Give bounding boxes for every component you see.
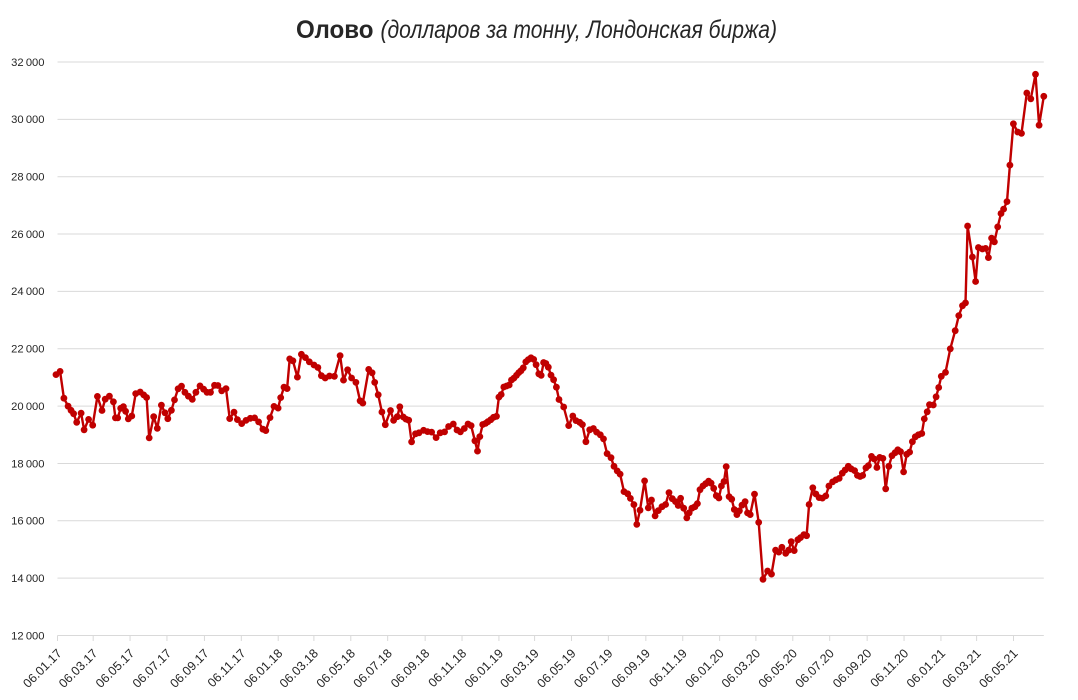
svg-text:12 000: 12 000	[11, 630, 44, 642]
svg-text:06.05.18: 06.05.18	[314, 646, 358, 690]
svg-text:06.05.21: 06.05.21	[976, 646, 1020, 690]
svg-text:06.09.20: 06.09.20	[830, 646, 874, 690]
svg-text:06.11.19: 06.11.19	[646, 646, 690, 690]
svg-text:06.07.19: 06.07.19	[571, 646, 615, 690]
svg-text:28 000: 28 000	[11, 172, 44, 184]
svg-text:06.03.19: 06.03.19	[497, 646, 541, 690]
svg-text:06.05.20: 06.05.20	[756, 646, 800, 690]
svg-text:06.05.19: 06.05.19	[534, 646, 578, 690]
svg-text:06.03.18: 06.03.18	[277, 646, 321, 690]
svg-text:06.07.20: 06.07.20	[793, 646, 837, 690]
svg-text:06.03.17: 06.03.17	[56, 646, 100, 690]
svg-text:30 000: 30 000	[11, 114, 44, 126]
svg-text:06.03.21: 06.03.21	[940, 646, 984, 690]
svg-text:24 000: 24 000	[11, 286, 44, 298]
svg-text:06.03.20: 06.03.20	[719, 646, 763, 690]
svg-text:Олово: Олово	[296, 16, 374, 44]
svg-text:20 000: 20 000	[11, 401, 44, 413]
svg-text:06.09.19: 06.09.19	[609, 646, 653, 690]
svg-text:06.09.17: 06.09.17	[167, 646, 211, 690]
svg-text:18 000: 18 000	[11, 458, 44, 470]
svg-text:06.11.20: 06.11.20	[868, 646, 912, 690]
svg-text:06.09.18: 06.09.18	[388, 646, 432, 690]
svg-text:06.11.18: 06.11.18	[426, 646, 470, 690]
svg-text:16 000: 16 000	[11, 516, 44, 528]
svg-text:22 000: 22 000	[11, 344, 44, 356]
svg-text:32 000: 32 000	[11, 57, 44, 69]
svg-text:06.05.17: 06.05.17	[93, 646, 137, 690]
svg-text:06.11.17: 06.11.17	[205, 646, 249, 690]
svg-text:06.01.20: 06.01.20	[683, 646, 727, 690]
svg-text:06.07.18: 06.07.18	[351, 646, 395, 690]
svg-text:26 000: 26 000	[11, 229, 44, 241]
svg-text:06.07.17: 06.07.17	[130, 646, 174, 690]
svg-text:(долларов за тонну, Лондонская: (долларов за тонну, Лондонская биржа)	[381, 16, 778, 44]
svg-text:14 000: 14 000	[11, 573, 44, 585]
